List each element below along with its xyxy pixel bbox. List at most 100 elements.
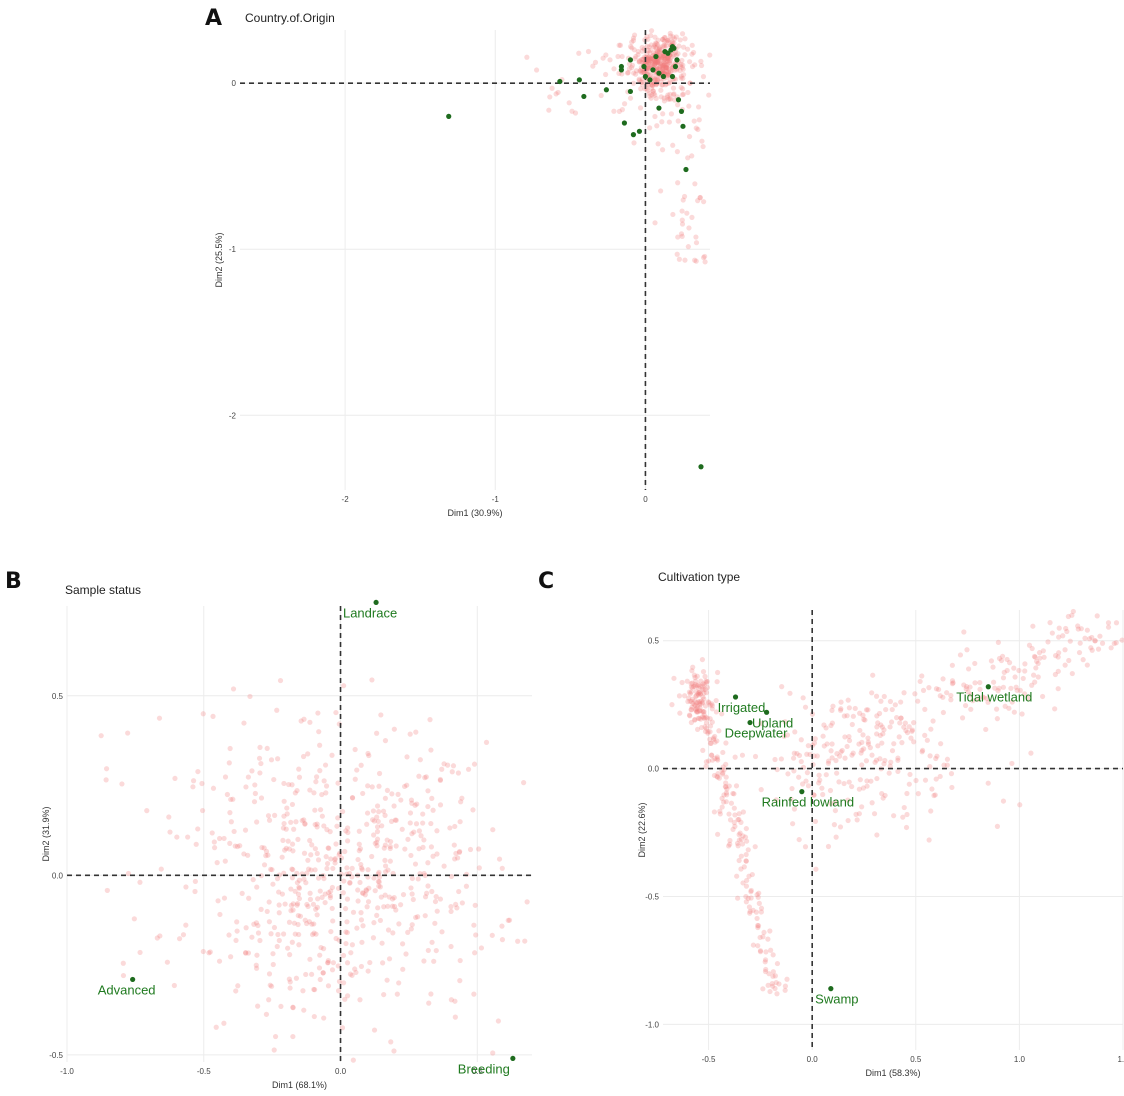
individual-point [747, 910, 753, 916]
individual-point [732, 812, 738, 818]
individual-point [315, 710, 321, 716]
individual-point [904, 729, 911, 736]
individual-point [671, 675, 677, 681]
individual-point [370, 817, 376, 823]
individual-point [470, 807, 476, 813]
individual-point [934, 753, 940, 759]
individual-point [850, 750, 856, 756]
individual-point [645, 36, 651, 42]
individual-point [674, 251, 680, 257]
individual-point [458, 799, 464, 805]
individual-point [307, 719, 313, 725]
individual-point [505, 917, 511, 923]
individual-point [696, 715, 703, 721]
individual-point [692, 62, 698, 68]
category-point [656, 105, 662, 111]
individual-point [699, 708, 705, 714]
individual-point [691, 672, 697, 678]
individual-point [355, 898, 361, 904]
individual-point [441, 761, 447, 767]
individual-point [382, 795, 388, 801]
individual-point [874, 731, 880, 737]
individual-point [981, 695, 987, 701]
individual-point [669, 39, 675, 45]
individual-point [678, 84, 684, 91]
individual-point [434, 851, 440, 857]
individual-point [1026, 642, 1033, 648]
individual-point [287, 985, 293, 991]
individual-point [266, 919, 272, 925]
individual-point [696, 117, 702, 123]
individual-point [283, 845, 289, 851]
individual-point [668, 111, 675, 117]
individual-point [696, 708, 703, 714]
individual-point [692, 702, 698, 708]
individual-point [341, 683, 347, 689]
individual-point [802, 704, 809, 710]
individual-point [358, 917, 365, 923]
individual-point [374, 836, 381, 842]
individual-point [1009, 699, 1015, 705]
individual-point [689, 685, 696, 691]
individual-point [749, 871, 755, 878]
individual-point [865, 735, 871, 741]
individual-point [626, 66, 632, 72]
individual-point [391, 903, 398, 910]
individual-point [677, 710, 683, 716]
individual-point [313, 774, 320, 780]
individual-point [906, 781, 912, 787]
individual-point [167, 829, 173, 835]
individual-point [496, 856, 503, 862]
individual-point [849, 721, 855, 728]
individual-point [836, 779, 842, 785]
individual-point [645, 65, 651, 71]
individual-point [702, 724, 708, 730]
individual-point [1000, 684, 1007, 690]
individual-point [369, 853, 375, 860]
individual-point [826, 758, 832, 764]
individual-point [697, 194, 703, 201]
individual-point [660, 65, 666, 71]
category-point [373, 599, 379, 606]
individual-point [357, 846, 364, 852]
individual-point [898, 699, 904, 705]
individual-point [349, 972, 355, 978]
individual-point [665, 37, 671, 43]
individual-point [901, 724, 907, 730]
individual-point [655, 66, 661, 72]
individual-point [633, 68, 640, 74]
individual-point [813, 866, 819, 872]
individual-point [698, 62, 705, 69]
individual-point [393, 843, 399, 849]
individual-point [289, 782, 295, 788]
individual-point [724, 792, 730, 798]
individual-point [663, 55, 669, 61]
individual-point [731, 805, 737, 811]
individual-point [743, 825, 749, 832]
individual-point [350, 909, 357, 915]
individual-point [1052, 706, 1058, 712]
individual-point [471, 991, 477, 997]
x-tick-label: 0.0 [335, 1067, 347, 1076]
individual-point [499, 923, 505, 929]
individual-point [994, 716, 1000, 722]
individual-point [323, 783, 330, 789]
individual-point [872, 759, 878, 765]
individual-point [933, 686, 940, 692]
individual-point [706, 758, 712, 764]
individual-point [617, 42, 624, 48]
individual-point [452, 998, 458, 1004]
individual-point [709, 706, 715, 712]
individual-point [903, 824, 910, 831]
individual-point [459, 795, 465, 801]
individual-point [820, 791, 826, 798]
individual-point [937, 693, 943, 699]
individual-point [830, 703, 836, 709]
category-point [653, 53, 659, 60]
individual-point [253, 920, 260, 926]
individual-point [302, 821, 308, 827]
individual-point [811, 740, 818, 746]
individual-point [662, 44, 668, 50]
individual-point [664, 62, 670, 68]
individual-point [680, 75, 686, 82]
